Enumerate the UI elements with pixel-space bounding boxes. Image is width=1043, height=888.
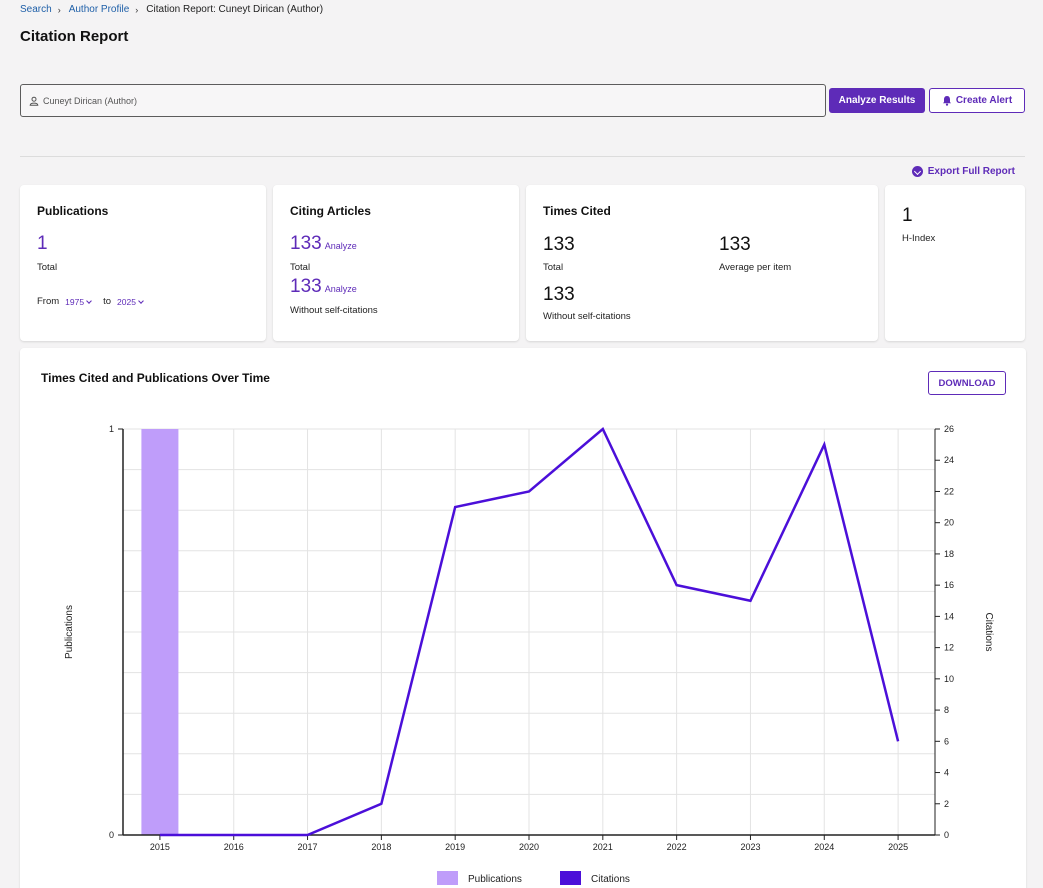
search-value: Cuneyt Dirican (Author)	[43, 95, 138, 106]
legend-label-publications: Publications	[468, 874, 522, 885]
times-cited-total-value: 133	[543, 234, 575, 255]
right-tick-label: 22	[944, 486, 954, 496]
h-index-label: H-Index	[902, 233, 936, 244]
publications-total-label: Total	[37, 262, 58, 273]
right-tick-label: 0	[944, 830, 949, 840]
x-tick-label: 2015	[150, 842, 170, 852]
x-tick-label: 2023	[740, 842, 760, 852]
publications-bar	[141, 429, 179, 835]
from-label: From	[37, 295, 60, 307]
legend-swatch-publications	[437, 871, 458, 885]
analyze-citing-total-link[interactable]: Analyze	[324, 241, 357, 251]
right-tick-label: 26	[944, 424, 954, 434]
breadcrumb-author-profile-link[interactable]: Author Profile	[68, 4, 130, 15]
publications-title: Publications	[37, 204, 109, 218]
left-tick-label: 1	[109, 424, 114, 434]
bell-icon	[942, 96, 951, 106]
chart-card: Times Cited and Publications Over Time D…	[20, 348, 1026, 888]
chevron-down-icon	[138, 298, 144, 304]
times-cited-without-label: Without self-citations	[543, 311, 631, 322]
export-label: Export Full Report	[927, 166, 1015, 177]
right-axis-label: Citations	[983, 613, 994, 652]
left-axis-label: Publications	[64, 605, 75, 659]
chevron-right-icon: ›	[135, 4, 139, 15]
average-per-item-label: Average per item	[719, 262, 792, 273]
publications-value[interactable]: 1	[37, 233, 48, 254]
breadcrumb-search-link[interactable]: Search	[20, 4, 52, 15]
right-tick-label: 12	[944, 643, 954, 653]
right-tick-label: 10	[944, 674, 954, 684]
download-circle-icon	[911, 166, 923, 177]
right-tick-label: 14	[944, 611, 954, 621]
right-tick-label: 8	[944, 705, 949, 715]
chevron-right-icon: ›	[57, 4, 61, 15]
right-tick-label: 16	[944, 580, 954, 590]
right-tick-label: 18	[944, 549, 954, 559]
right-tick-label: 6	[944, 736, 949, 746]
to-year-select[interactable]: 2025	[117, 292, 144, 310]
h-index-card: 1 H-Index	[885, 185, 1025, 341]
chart-title: Times Cited and Publications Over Time	[41, 371, 270, 385]
citing-articles-title: Citing Articles	[290, 204, 371, 218]
average-per-item-value: 133	[719, 234, 751, 255]
h-index-value: 1	[902, 205, 913, 226]
search-input[interactable]: Cuneyt Dirican (Author)	[20, 84, 826, 117]
to-label: to	[103, 295, 112, 307]
times-cited-card: Times Cited 133 Total 133 Average per it…	[526, 185, 878, 341]
right-tick-label: 24	[944, 455, 954, 465]
x-tick-label: 2025	[888, 842, 908, 852]
person-icon	[29, 96, 39, 106]
publications-card: Publications 1 Total From 1975 to 2025	[20, 185, 266, 341]
page-title: Citation Report	[20, 28, 129, 45]
breadcrumb-current: Citation Report: Cuneyt Dirican (Author)	[146, 4, 324, 15]
x-tick-label: 2024	[814, 842, 834, 852]
download-button[interactable]: DOWNLOAD	[928, 371, 1006, 395]
from-year-select[interactable]: 1975	[65, 292, 92, 310]
analyze-results-button[interactable]: Analyze Results	[829, 88, 925, 113]
citing-articles-card: Citing Articles 133 Analyze Total 133 An…	[273, 185, 519, 341]
divider	[20, 156, 1025, 157]
chevron-down-icon	[86, 298, 92, 304]
legend-swatch-citations	[560, 871, 581, 885]
citing-without-value[interactable]: 133	[290, 276, 322, 297]
x-tick-label: 2016	[224, 842, 244, 852]
year-range: From 1975 to 2025	[37, 292, 144, 310]
times-cited-without-value: 133	[543, 284, 575, 305]
legend-label-citations: Citations	[591, 874, 630, 885]
right-tick-label: 4	[944, 768, 949, 778]
x-tick-label: 2021	[593, 842, 613, 852]
create-alert-button[interactable]: Create Alert	[929, 88, 1025, 113]
citing-total-value[interactable]: 133	[290, 233, 322, 254]
x-tick-label: 2018	[371, 842, 391, 852]
breadcrumb: Search › Author Profile › Citation Repor…	[20, 4, 323, 15]
right-tick-label: 2	[944, 799, 949, 809]
create-alert-label: Create Alert	[955, 95, 1013, 106]
x-tick-label: 2019	[445, 842, 465, 852]
x-tick-label: 2020	[519, 842, 539, 852]
x-tick-label: 2017	[298, 842, 318, 852]
left-tick-label: 0	[109, 830, 114, 840]
citing-without-label: Without self-citations	[290, 305, 378, 316]
citing-total-label: Total	[290, 262, 311, 273]
analyze-citing-without-link[interactable]: Analyze	[324, 284, 357, 294]
export-full-report-link[interactable]: Export Full Report	[911, 166, 1015, 177]
right-tick-label: 20	[944, 518, 954, 528]
times-cited-title: Times Cited	[543, 204, 611, 218]
x-tick-label: 2022	[667, 842, 687, 852]
times-cited-total-label: Total	[543, 262, 564, 273]
